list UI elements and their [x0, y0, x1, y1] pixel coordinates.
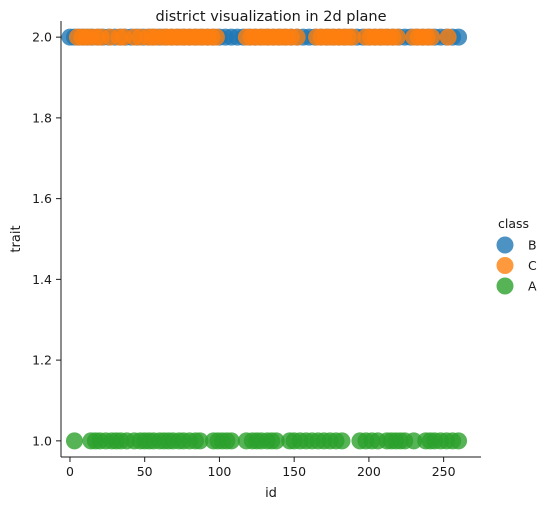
- data-point-C: [439, 28, 457, 46]
- series-A: [65, 432, 468, 450]
- y-tick-label: 1.2: [32, 353, 52, 368]
- legend-label: C: [528, 258, 537, 273]
- y-tick-label: 1.6: [32, 191, 52, 206]
- series-C: [68, 28, 457, 46]
- points-layer: [61, 28, 468, 450]
- x-tick-label: 50: [137, 464, 153, 479]
- x-tick-label: 200: [357, 464, 381, 479]
- data-point-C: [388, 28, 406, 46]
- legend-marker: [496, 277, 514, 295]
- data-point-C: [288, 28, 306, 46]
- x-tick-label: 250: [432, 464, 456, 479]
- legend-label: A: [528, 279, 537, 294]
- y-ticks: 1.0 1.2 1.4 1.6 1.8 2.0: [32, 30, 61, 448]
- legend-label: B: [528, 238, 537, 253]
- y-tick-label: 2.0: [32, 30, 52, 45]
- data-point-C: [343, 28, 361, 46]
- x-axis-label: id: [265, 486, 277, 501]
- data-point-A: [333, 432, 351, 450]
- data-point-A: [267, 432, 285, 450]
- x-tick-label: 0: [66, 464, 74, 479]
- data-point-C: [423, 28, 441, 46]
- data-point-A: [222, 432, 240, 450]
- x-ticks: 0 50 100 150 200 250: [66, 457, 456, 479]
- y-tick-label: 1.4: [32, 272, 52, 287]
- x-tick-label: 150: [282, 464, 306, 479]
- data-point-A: [65, 432, 83, 450]
- legend-title: class: [498, 216, 529, 231]
- data-point-A: [450, 432, 468, 450]
- chart-title: district visualization in 2d plane: [155, 9, 386, 25]
- legend: class BCA: [496, 216, 537, 295]
- data-point-C: [207, 28, 225, 46]
- legend-marker: [496, 257, 514, 274]
- legend-marker: [496, 236, 514, 254]
- y-tick-label: 1.0: [32, 433, 52, 448]
- data-point-A: [191, 432, 209, 450]
- x-tick-label: 100: [208, 464, 232, 479]
- y-axis-label: trait: [9, 225, 24, 252]
- y-tick-label: 1.8: [32, 110, 52, 125]
- data-point-A: [405, 432, 423, 450]
